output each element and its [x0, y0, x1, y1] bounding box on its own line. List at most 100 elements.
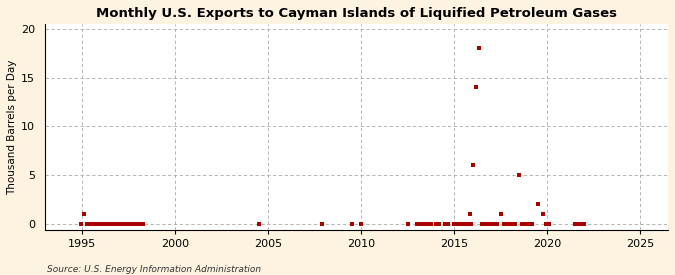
Point	[473, 46, 484, 51]
Point	[94, 222, 105, 226]
Point	[540, 222, 551, 226]
Point	[573, 222, 584, 226]
Point	[97, 222, 107, 226]
Point	[449, 222, 460, 226]
Point	[495, 212, 506, 216]
Point	[486, 222, 497, 226]
Point	[100, 222, 111, 226]
Point	[461, 222, 472, 226]
Y-axis label: Thousand Barrels per Day: Thousand Barrels per Day	[7, 59, 17, 194]
Point	[478, 222, 489, 226]
Point	[489, 222, 500, 226]
Point	[115, 222, 126, 226]
Point	[356, 222, 367, 226]
Point	[108, 222, 119, 226]
Point	[137, 222, 148, 226]
Point	[542, 222, 553, 226]
Point	[502, 222, 512, 226]
Point	[412, 222, 423, 226]
Point	[458, 222, 469, 226]
Point	[425, 222, 436, 226]
Point	[105, 222, 115, 226]
Point	[84, 222, 95, 226]
Point	[126, 222, 137, 226]
Point	[456, 222, 467, 226]
Point	[480, 222, 491, 226]
Point	[103, 222, 114, 226]
Point	[467, 163, 478, 167]
Point	[579, 222, 590, 226]
Point	[421, 222, 431, 226]
Point	[508, 222, 518, 226]
Point	[487, 222, 498, 226]
Point	[498, 222, 509, 226]
Point	[132, 222, 143, 226]
Point	[113, 222, 124, 226]
Point	[128, 222, 138, 226]
Point	[518, 222, 529, 226]
Point	[95, 222, 106, 226]
Point	[450, 222, 461, 226]
Point	[443, 222, 454, 226]
Point	[253, 222, 264, 226]
Point	[570, 222, 580, 226]
Point	[125, 222, 136, 226]
Point	[109, 222, 120, 226]
Point	[117, 222, 128, 226]
Point	[477, 222, 487, 226]
Point	[317, 222, 328, 226]
Point	[452, 222, 463, 226]
Point	[424, 222, 435, 226]
Point	[418, 222, 429, 226]
Point	[483, 222, 493, 226]
Point	[543, 222, 554, 226]
Point	[83, 222, 94, 226]
Point	[462, 222, 473, 226]
Point	[430, 222, 441, 226]
Title: Monthly U.S. Exports to Cayman Islands of Liquified Petroleum Gases: Monthly U.S. Exports to Cayman Islands o…	[96, 7, 617, 20]
Point	[86, 222, 97, 226]
Point	[524, 222, 535, 226]
Point	[433, 222, 444, 226]
Point	[500, 222, 511, 226]
Point	[439, 222, 450, 226]
Point	[120, 222, 131, 226]
Point	[82, 222, 92, 226]
Point	[466, 222, 477, 226]
Point	[88, 222, 99, 226]
Text: Source: U.S. Energy Information Administration: Source: U.S. Energy Information Administ…	[47, 265, 261, 274]
Point	[537, 212, 548, 216]
Point	[78, 212, 89, 216]
Point	[533, 202, 543, 207]
Point	[514, 173, 524, 177]
Point	[517, 222, 528, 226]
Point	[136, 222, 146, 226]
Point	[576, 222, 587, 226]
Point	[481, 222, 492, 226]
Point	[134, 222, 145, 226]
Point	[92, 222, 103, 226]
Point	[111, 222, 122, 226]
Point	[101, 222, 112, 226]
Point	[402, 222, 413, 226]
Point	[470, 85, 481, 90]
Point	[89, 222, 100, 226]
Point	[491, 222, 502, 226]
Point	[454, 222, 464, 226]
Point	[464, 212, 475, 216]
Point	[509, 222, 520, 226]
Point	[106, 222, 117, 226]
Point	[506, 222, 517, 226]
Point	[526, 222, 537, 226]
Point	[346, 222, 357, 226]
Point	[504, 222, 515, 226]
Point	[124, 222, 134, 226]
Point	[122, 222, 132, 226]
Point	[130, 222, 140, 226]
Point	[523, 222, 534, 226]
Point	[492, 222, 503, 226]
Point	[131, 222, 142, 226]
Point	[99, 222, 109, 226]
Point	[119, 222, 130, 226]
Point	[76, 222, 86, 226]
